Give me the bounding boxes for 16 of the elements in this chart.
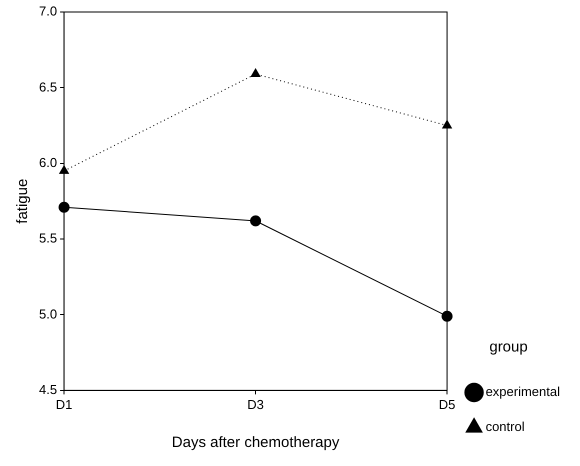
legend-label: control xyxy=(486,419,525,434)
legend-title: group xyxy=(489,338,528,356)
x-tick-label: D1 xyxy=(56,396,72,412)
point xyxy=(250,215,262,226)
y-tick-label: 5.5 xyxy=(38,230,58,246)
x-tick-label: D5 xyxy=(438,396,456,412)
y-tick-label: 5.0 xyxy=(38,306,58,322)
legend-label: experimental xyxy=(486,384,560,400)
x-axis-title: Days after chemotherapy xyxy=(172,434,340,452)
y-tick-label: 7.0 xyxy=(38,4,58,19)
y-tick-label: 4.5 xyxy=(38,382,58,397)
y-tick-label: 6.0 xyxy=(38,154,58,170)
y-tick-label: 6.5 xyxy=(38,79,58,94)
y-axis-title: fatigue xyxy=(14,178,32,224)
point xyxy=(250,68,260,78)
x-tick-label: D3 xyxy=(247,396,264,412)
